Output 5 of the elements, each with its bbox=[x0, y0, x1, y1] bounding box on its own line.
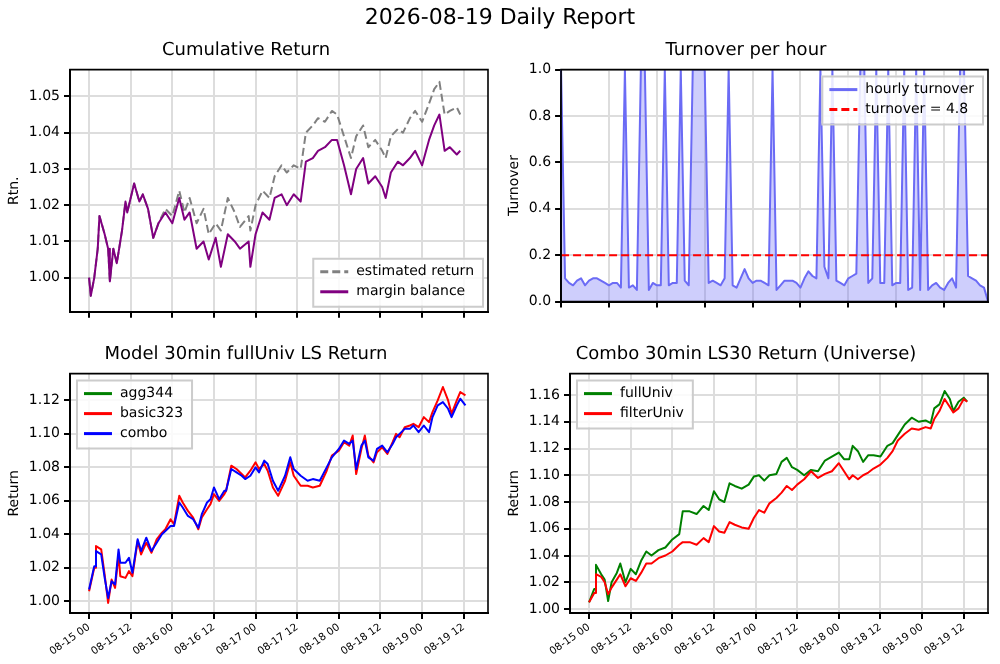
chart-title: Combo 30min LS30 Return (Universe) bbox=[575, 345, 917, 366]
chart-title: Cumulative Return bbox=[161, 41, 331, 62]
chart-title: Turnover per hour bbox=[663, 41, 828, 62]
text: 2026-08-19 Daily Report bbox=[362, 4, 638, 30]
chart-title: Model 30min fullUniv LS Return bbox=[104, 345, 388, 366]
